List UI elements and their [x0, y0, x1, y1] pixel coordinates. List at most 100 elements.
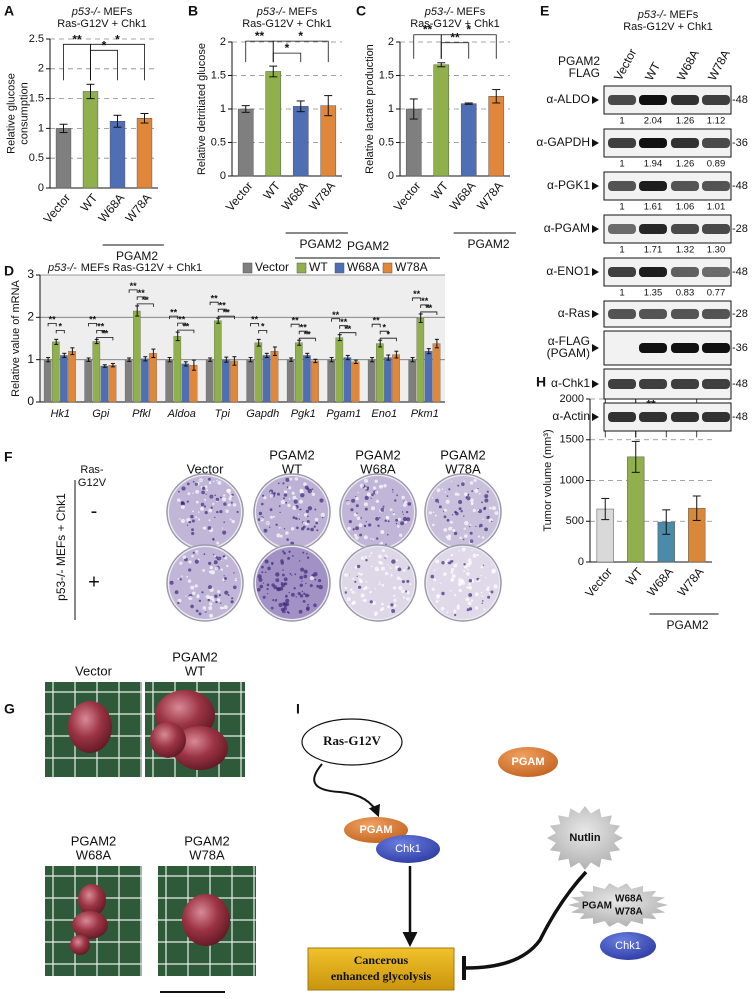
colony: [356, 575, 358, 578]
bar: [132, 310, 141, 403]
x-tick-label: Eno1: [371, 408, 397, 420]
colony: [345, 500, 350, 505]
colony: [259, 517, 264, 522]
x-tick-label: Gapdh: [246, 408, 279, 420]
colony: [208, 481, 212, 485]
x-tick-label: WT: [623, 564, 646, 588]
x-tick-label: W78A: [306, 179, 338, 213]
bar: [246, 359, 255, 403]
colony: [379, 581, 381, 583]
colony: [446, 495, 449, 497]
colony: [287, 556, 291, 560]
x-tick-label: Gpi: [92, 408, 110, 420]
panel-letter: E: [540, 3, 549, 19]
tumor: [172, 726, 228, 770]
colony: [292, 505, 297, 510]
colony: [459, 536, 462, 540]
colony: [458, 500, 463, 504]
colony: [355, 496, 357, 498]
colony: [448, 526, 452, 531]
colony: [264, 571, 267, 574]
significance-label: **: [425, 303, 433, 313]
colony: [314, 578, 317, 581]
colony: [441, 488, 444, 490]
column-label: W78A: [445, 461, 481, 476]
group-label: PGAM2: [299, 237, 341, 251]
colony: [226, 488, 231, 494]
colony: [468, 593, 473, 597]
colony: [395, 522, 398, 525]
colony: [487, 595, 491, 599]
colony: [401, 511, 404, 513]
x-tick-label: Vector: [391, 179, 424, 214]
band: [608, 412, 636, 422]
colony: [376, 537, 379, 540]
colony: [374, 566, 379, 572]
colony: [295, 596, 297, 598]
bar: [124, 359, 133, 403]
antibody-label: α-PGK1: [547, 178, 590, 192]
bar: [100, 365, 109, 403]
colony: [219, 510, 223, 514]
colony: [288, 486, 292, 490]
y-tick-label: 1: [27, 352, 34, 366]
colony: [292, 516, 296, 519]
colony: [178, 490, 180, 493]
title-strain: p53-/-: [256, 6, 286, 18]
ras-label: Ras-G12V: [323, 733, 381, 748]
x-tick-label: W68A: [95, 191, 127, 225]
quant-label: 1.30: [707, 245, 726, 256]
colony: [195, 489, 200, 494]
colony: [192, 492, 194, 494]
colony: [288, 550, 291, 553]
colony: [450, 480, 452, 482]
colony: [359, 579, 363, 583]
colony: [188, 560, 192, 564]
colony: [190, 514, 194, 519]
bar: [84, 359, 93, 403]
colony: [313, 525, 316, 528]
significance-bracket: [379, 330, 389, 335]
colony: [471, 490, 474, 493]
colony: [315, 521, 319, 525]
colony: [392, 603, 397, 608]
colony: [355, 496, 359, 501]
colony: [261, 565, 264, 569]
bar: [433, 64, 450, 177]
mw-marker: -48: [732, 180, 748, 192]
bar: [60, 355, 68, 403]
colony: [466, 496, 471, 501]
colony: [305, 509, 309, 513]
colony: [212, 561, 214, 563]
colony: [352, 528, 355, 531]
colony: [276, 587, 280, 591]
colony: [396, 597, 398, 599]
colony: [431, 497, 434, 499]
colony: [259, 584, 264, 589]
colony: [283, 552, 286, 555]
y-tick-label: 0: [220, 170, 226, 182]
quant-label: 1.01: [707, 202, 726, 213]
colony: [303, 482, 307, 487]
colony: [216, 479, 218, 482]
chart-title: p53-/- MEFs: [424, 6, 486, 18]
colony: [306, 520, 310, 524]
colony: [383, 509, 386, 511]
colony: [270, 494, 274, 498]
quant-label: 1: [619, 245, 624, 256]
colony: [313, 603, 317, 608]
colony: [381, 607, 385, 611]
colony: [450, 578, 454, 582]
colony: [474, 606, 479, 610]
significance-label: *: [115, 32, 120, 46]
colony: [262, 582, 264, 584]
y-tick-label: 0.5: [211, 136, 226, 148]
colony: [449, 520, 453, 524]
colony: [468, 582, 471, 586]
colony: [222, 555, 224, 558]
colony: [231, 519, 235, 524]
colony: [431, 587, 435, 591]
chart-title: p53-/- MEFs: [71, 6, 133, 18]
x-tick-label: Pfkl: [132, 408, 151, 420]
colony: [489, 506, 492, 510]
